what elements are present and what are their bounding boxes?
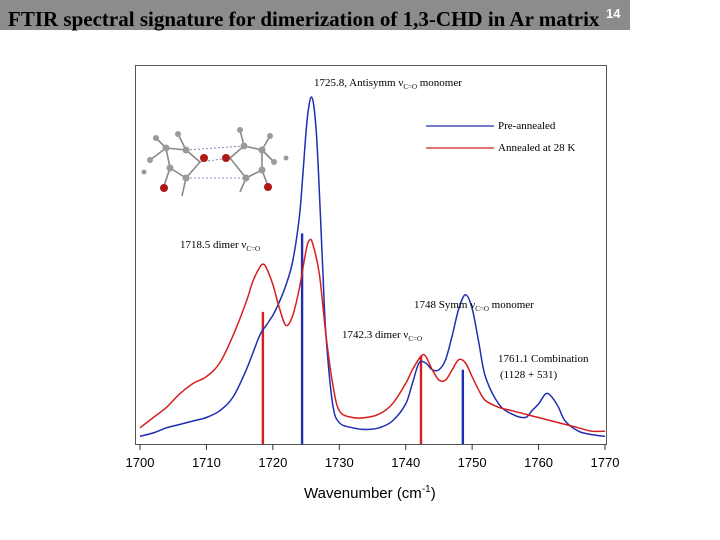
slide-title: FTIR spectral signature for dimerization… [8, 7, 600, 31]
series-line-1 [139, 238, 606, 433]
slide-number: 14 [606, 6, 621, 21]
dimer-molecule-icon [141, 127, 289, 197]
x-tick-label-1: 1710 [192, 455, 221, 470]
x-tick-label-3: 1730 [325, 455, 354, 470]
series-line-0 [139, 96, 606, 438]
x-tick-label-5: 1750 [458, 455, 487, 470]
x-axis-ticks: 1700 1710 1720 1730 1740 1750 1760 1770 [126, 444, 620, 470]
annotation-1742: 1742.3 dimer νC=O [342, 329, 422, 343]
x-tick-label-0: 1700 [126, 455, 155, 470]
annotation-1761-line2: (1128 + 531) [500, 369, 557, 381]
title-bar [0, 0, 630, 30]
x-tick-label-4: 1740 [391, 455, 420, 470]
marker-lines [261, 233, 465, 444]
annotation-1718: 1718.5 dimer νC=O [180, 239, 260, 253]
x-tick-label-2: 1720 [258, 455, 287, 470]
legend: Pre-annealed Annealed at 28 K [426, 120, 575, 154]
legend-label-annealed: Annealed at 28 K [498, 142, 575, 154]
x-tick-label-7: 1770 [591, 455, 620, 470]
x-axis-title: Wavenumber (cm-1) [304, 484, 436, 502]
plot-area [135, 65, 607, 445]
series-lines [139, 96, 606, 438]
legend-label-pre-annealed: Pre-annealed [498, 120, 556, 132]
annotation-1725: 1725.8, Antisymm νC=O monomer [314, 77, 462, 91]
annotation-1748: 1748 Symm νC=O monomer [414, 299, 534, 313]
annotation-1761-line1: 1761.1 Combination [498, 353, 589, 365]
x-tick-label-6: 1760 [524, 455, 553, 470]
